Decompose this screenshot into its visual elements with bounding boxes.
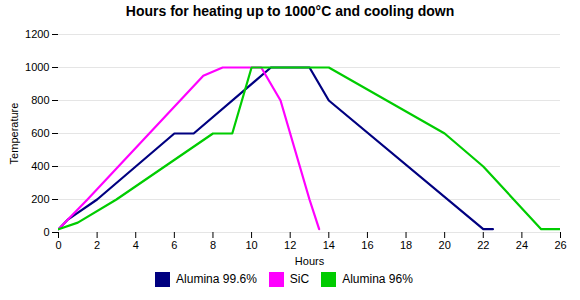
svg-text:26: 26 xyxy=(554,239,566,251)
svg-text:600: 600 xyxy=(31,127,49,139)
svg-text:2: 2 xyxy=(94,239,100,251)
svg-text:12: 12 xyxy=(284,239,296,251)
svg-text:400: 400 xyxy=(31,160,49,172)
html-text:Alumina 96%: Alumina 96% xyxy=(342,272,413,286)
html-text:SiC: SiC xyxy=(289,272,310,286)
svg-text:200: 200 xyxy=(31,193,49,205)
html-text:Hours for heating up to 1000°C: Hours for heating up to 1000°C and cooli… xyxy=(125,3,455,19)
svg-text:1200: 1200 xyxy=(25,28,49,40)
svg-text:18: 18 xyxy=(400,239,412,251)
svg-text:0: 0 xyxy=(43,226,49,238)
svg-text:0: 0 xyxy=(55,239,61,251)
svg-text:6: 6 xyxy=(171,239,177,251)
svg-text:1000: 1000 xyxy=(25,61,49,73)
html-text:Alumina 99.6%: Alumina 99.6% xyxy=(176,272,257,286)
svg-text:10: 10 xyxy=(245,239,257,251)
svg-text:14: 14 xyxy=(323,239,335,251)
svg-text:22: 22 xyxy=(477,239,489,251)
svg-text:800: 800 xyxy=(31,94,49,106)
svg-text:4: 4 xyxy=(133,239,139,251)
svg-text:8: 8 xyxy=(210,239,216,251)
svg-text:Temperature: Temperature xyxy=(8,103,20,165)
svg-text:20: 20 xyxy=(439,239,451,251)
svg-text:Hours: Hours xyxy=(295,255,325,267)
svg-text:24: 24 xyxy=(516,239,528,251)
svg-text:16: 16 xyxy=(361,239,373,251)
